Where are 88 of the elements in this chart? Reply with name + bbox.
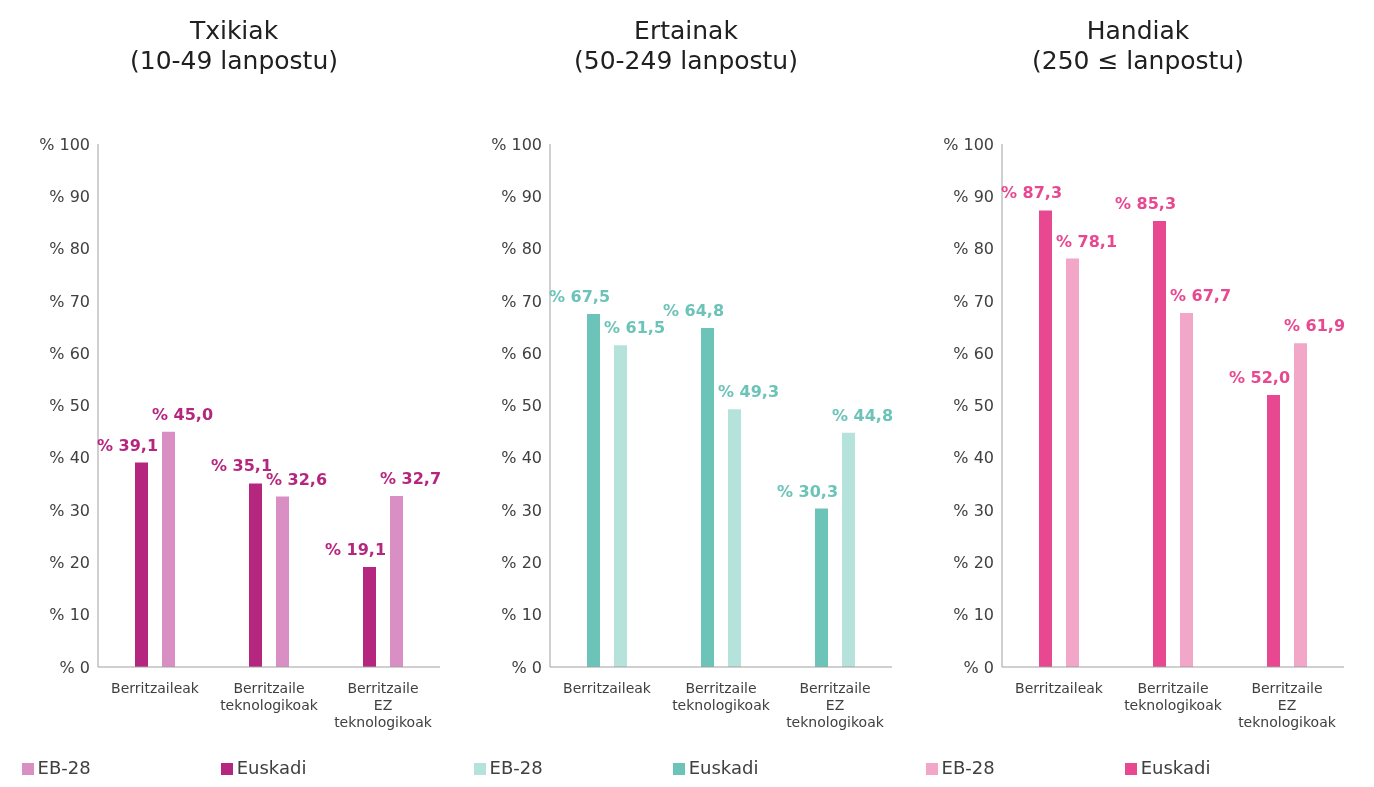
chart-subtitle: (10-49 lanpostu) — [128, 46, 339, 76]
y-tick-label: % 80 — [49, 239, 90, 259]
y-tick-label: % 60 — [49, 343, 90, 363]
y-tick-label: % 40 — [953, 448, 994, 468]
data-label: % 52,0 — [1228, 368, 1291, 388]
data-label: % 78,1 — [1055, 231, 1118, 251]
bar — [276, 496, 289, 667]
y-tick-label: % 90 — [49, 186, 90, 206]
x-tick-label: Berritzaile teknologikoak — [220, 680, 319, 713]
chart-subtitle: (250 ≤ lanpostu) — [1031, 46, 1245, 76]
y-tick-label: % 60 — [501, 343, 542, 363]
chart-subtitle: (50-249 lanpostu) — [573, 46, 799, 76]
bar — [842, 432, 855, 667]
y-tick-label: % 70 — [953, 291, 994, 311]
data-label: % 39,1 — [96, 435, 159, 455]
y-tick-label: % 90 — [953, 186, 994, 206]
legend-label: EB-28 — [37, 757, 91, 778]
legend-label: Euskadi — [1140, 757, 1211, 778]
bar — [728, 409, 741, 667]
y-tick-label: % 0 — [963, 657, 994, 677]
y-tick-label: % 0 — [511, 657, 542, 677]
bar — [1180, 312, 1193, 667]
chart-title: Ertainak — [633, 16, 739, 46]
bar — [135, 462, 148, 667]
x-tick-label: Berritzaile teknologikoak — [1124, 680, 1223, 713]
data-label: % 32,7 — [379, 468, 442, 488]
y-tick-label: % 50 — [49, 396, 90, 416]
y-tick-label: % 10 — [49, 605, 90, 625]
bar — [587, 313, 600, 667]
y-tick-label: % 10 — [501, 605, 542, 625]
legend-label: EB-28 — [941, 757, 995, 778]
data-label: % 30,3 — [776, 481, 839, 501]
bar — [1294, 343, 1307, 667]
bar — [701, 328, 714, 667]
bar — [249, 483, 262, 667]
bar — [1153, 220, 1166, 667]
y-tick-label: % 100 — [491, 134, 542, 154]
y-tick-label: % 80 — [953, 239, 994, 259]
y-tick-label: % 30 — [953, 500, 994, 520]
data-label: % 85,3 — [1114, 193, 1177, 213]
y-tick-label: % 70 — [501, 291, 542, 311]
y-tick-label: % 40 — [501, 448, 542, 468]
data-label: % 61,5 — [603, 318, 666, 338]
bar — [363, 567, 376, 667]
bar — [614, 345, 627, 667]
x-tick-label: Berritzaile EZ teknologikoak — [786, 680, 885, 730]
chart-title: Txikiak — [188, 16, 280, 46]
x-tick-label: Berritzaileak — [563, 680, 652, 696]
y-tick-label: % 20 — [49, 553, 90, 573]
x-tick-label: Berritzaileak — [1015, 680, 1104, 696]
x-tick-label: Berritzaileak — [111, 680, 200, 696]
x-tick-label: Berritzaile EZ teknologikoak — [334, 680, 433, 730]
y-tick-label: % 50 — [953, 396, 994, 416]
y-tick-label: % 0 — [59, 657, 90, 677]
y-tick-label: % 20 — [953, 553, 994, 573]
y-tick-label: % 70 — [49, 291, 90, 311]
bar — [1267, 395, 1280, 667]
legend-label: Euskadi — [236, 757, 307, 778]
data-label: % 64,8 — [662, 301, 725, 321]
data-label: % 44,8 — [831, 405, 894, 425]
data-label: % 67,5 — [548, 286, 611, 306]
data-label: % 67,7 — [1169, 285, 1232, 305]
data-label: % 61,9 — [1283, 316, 1346, 336]
y-tick-label: % 10 — [953, 605, 994, 625]
y-tick-label: % 100 — [943, 134, 994, 154]
y-tick-label: % 20 — [501, 553, 542, 573]
data-label: % 49,3 — [717, 382, 780, 402]
y-tick-label: % 40 — [49, 448, 90, 468]
x-tick-label: Berritzaile EZ teknologikoak — [1238, 680, 1337, 730]
y-tick-label: % 30 — [49, 500, 90, 520]
y-tick-label: % 30 — [501, 500, 542, 520]
chart-title: Handiak — [1085, 16, 1191, 46]
legend-label: Euskadi — [688, 757, 759, 778]
bar — [1066, 258, 1079, 667]
data-label: % 19,1 — [324, 540, 387, 560]
y-tick-label: % 80 — [501, 239, 542, 259]
y-tick-label: % 90 — [501, 186, 542, 206]
bar — [1039, 210, 1052, 667]
y-tick-label: % 60 — [953, 343, 994, 363]
y-tick-label: % 50 — [501, 396, 542, 416]
data-label: % 45,0 — [151, 404, 214, 424]
bar — [815, 508, 828, 667]
y-tick-label: % 100 — [39, 134, 90, 154]
bar — [390, 495, 403, 667]
data-label: % 87,3 — [1000, 183, 1063, 203]
legend-label: EB-28 — [489, 757, 543, 778]
x-tick-label: Berritzaile teknologikoak — [672, 680, 771, 713]
bar — [162, 431, 175, 667]
